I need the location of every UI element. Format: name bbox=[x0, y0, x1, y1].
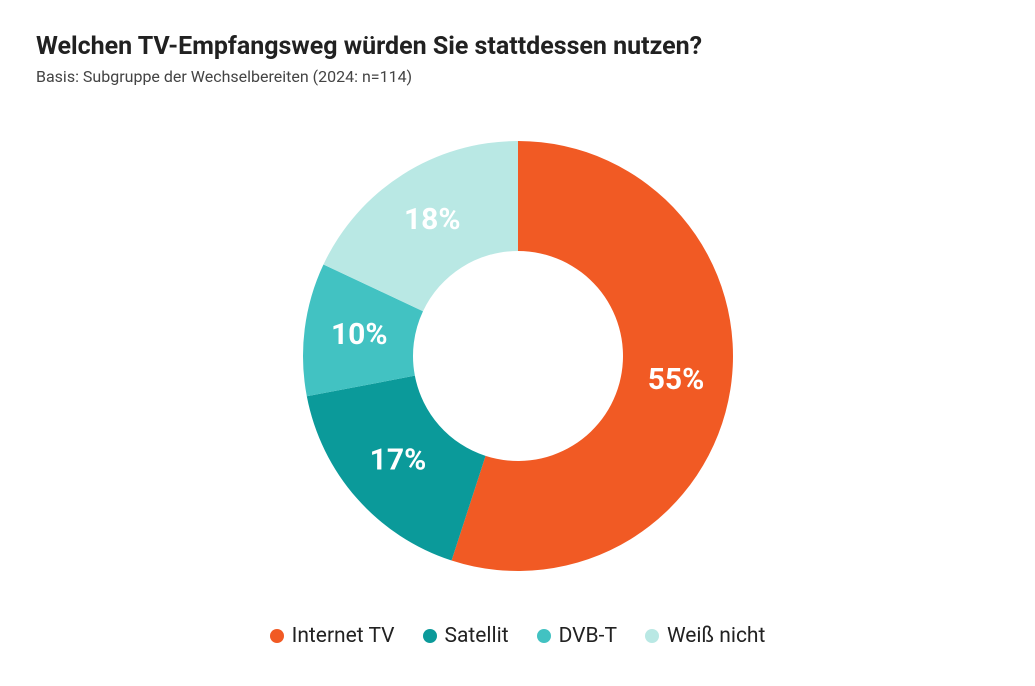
slice-label: 18% bbox=[403, 202, 460, 237]
chart-container: Welchen TV-Empfangsweg würden Sie stattd… bbox=[0, 0, 1035, 686]
legend-label: DVB-T bbox=[559, 624, 617, 648]
legend-item: Internet TV bbox=[270, 624, 395, 648]
legend-item: Weiß nicht bbox=[645, 624, 765, 648]
legend-label: Satellit bbox=[445, 624, 509, 648]
legend-label: Weiß nicht bbox=[667, 624, 765, 648]
legend-item: Satellit bbox=[423, 624, 509, 648]
legend-swatch bbox=[645, 629, 659, 643]
donut-chart: 55% 17% 10% 18% bbox=[258, 96, 778, 616]
legend: Internet TV Satellit DVB-T Weiß nicht bbox=[36, 624, 999, 648]
chart-title: Welchen TV-Empfangsweg würden Sie stattd… bbox=[36, 32, 999, 61]
legend-swatch bbox=[537, 629, 551, 643]
legend-item: DVB-T bbox=[537, 624, 617, 648]
slice-label: 10% bbox=[330, 317, 387, 352]
donut-chart-wrap: 55% 17% 10% 18% bbox=[36, 96, 999, 616]
legend-label: Internet TV bbox=[292, 624, 395, 648]
legend-swatch bbox=[270, 629, 284, 643]
legend-swatch bbox=[423, 629, 437, 643]
chart-subtitle: Basis: Subgruppe der Wechselbereiten (20… bbox=[36, 67, 999, 86]
slice-label: 17% bbox=[369, 443, 426, 478]
slice-label: 55% bbox=[647, 362, 704, 397]
